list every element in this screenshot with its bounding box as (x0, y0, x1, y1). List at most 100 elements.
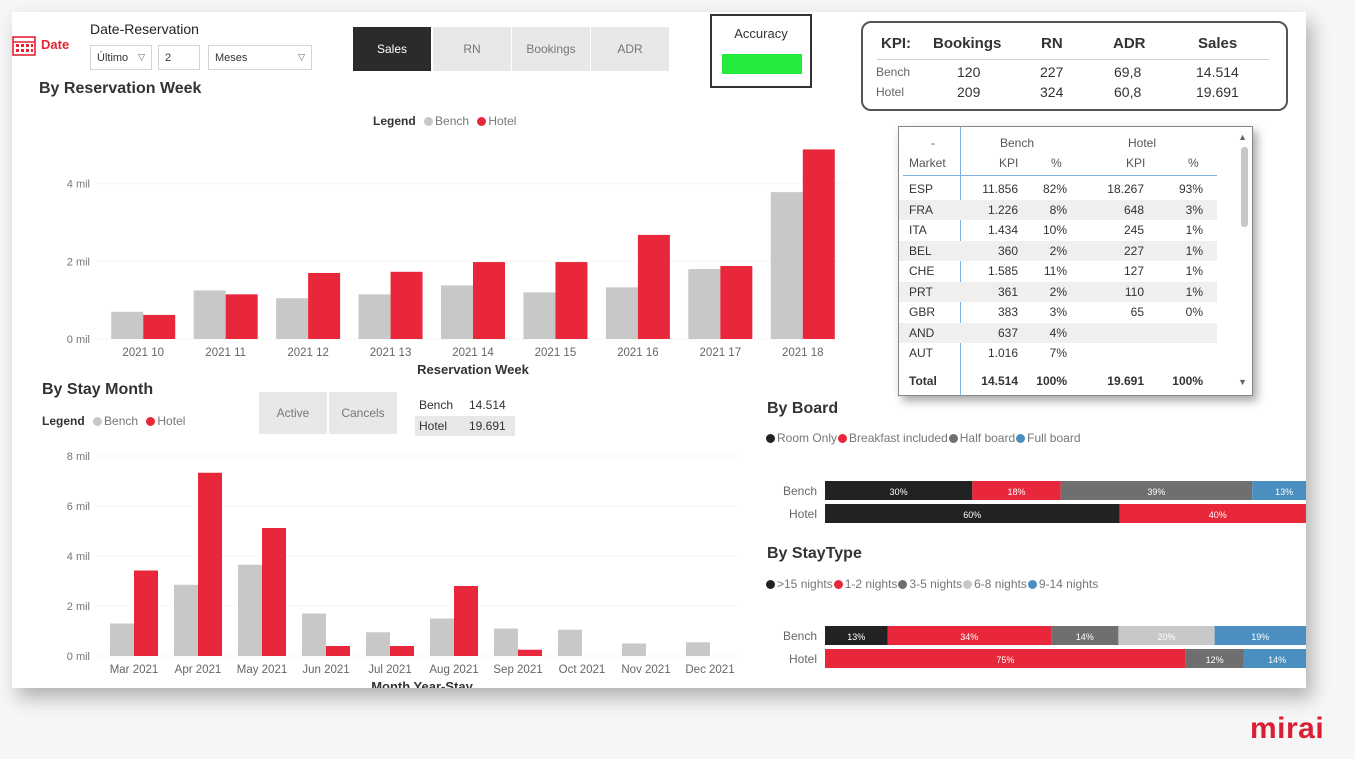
kpi-hotel-rn: 324 (1040, 84, 1064, 100)
period-unit-select[interactable]: Meses ▽ (208, 45, 312, 70)
bench-bar (523, 292, 556, 339)
date-label[interactable]: Date (41, 37, 70, 52)
table-row[interactable]: ITA 1.434 10% 245 1% (899, 220, 1217, 240)
bench-bar (430, 618, 454, 656)
stacked-segment (1243, 649, 1306, 668)
market-cell-hotel-pct: 1% (1185, 264, 1203, 278)
tab-rn[interactable]: RN (433, 27, 511, 71)
x-axis-title: Month Year-Stay (371, 679, 473, 688)
market-cell-hotel-kpi: 19.691 (1107, 374, 1144, 388)
legend-label: 1-2 nights (844, 577, 898, 591)
bench-bar (111, 311, 144, 339)
market-cell-hotel-pct: 1% (1185, 243, 1203, 258)
kpi-row-label: Hotel (876, 85, 905, 99)
legend-hotel-label: Hotel (157, 414, 186, 428)
tab-adr[interactable]: ADR (591, 27, 669, 71)
reservation-week-chart: 0 mil 2 mil 4 mil 2021 10 2021 11 2021 12 2021… (67, 149, 844, 377)
stacked-segment (1119, 504, 1306, 523)
legend-dot (948, 434, 958, 443)
table-row[interactable]: AND 637 4% (899, 322, 1217, 343)
hotel-bar (720, 265, 753, 339)
table-row[interactable]: FRA 1.226 8% 648 3% (899, 199, 1217, 220)
market-cell-hotel-kpi: 648 (1123, 202, 1144, 217)
legend-dot (963, 580, 973, 589)
market-table-header-divider (903, 175, 1217, 176)
stay-total-value: 19.691 (469, 419, 506, 433)
market-cell-market: ITA (909, 223, 927, 237)
market-cell-hotel-kpi: 65 (1130, 305, 1144, 319)
scroll-down-icon[interactable]: ▼ (1238, 377, 1247, 387)
accuracy-card: Accuracy (710, 14, 812, 88)
hotel-bar (326, 646, 350, 656)
data-label: 75% (996, 655, 1014, 665)
tab-bookings[interactable]: Bookings (512, 27, 590, 71)
data-label: 18% (1007, 487, 1025, 497)
market-cell-bench-kpi: 14.514 (981, 374, 1018, 388)
hotel-bar (802, 149, 835, 339)
kpi-row-label: Bench (876, 65, 911, 79)
active-button[interactable]: Active (259, 392, 327, 434)
legend-label: Half board (959, 431, 1016, 445)
hotel-bar (143, 314, 176, 339)
y-tick-label: 8 mil (67, 451, 90, 463)
x-tick-label: 2021 16 (617, 347, 659, 359)
chevron-down-icon: ▽ (298, 52, 305, 62)
table-row[interactable]: PRT 361 2% 110 1% (899, 281, 1217, 302)
legend-dot (1016, 434, 1026, 443)
table-row[interactable]: ESP 11.856 82% 18.267 93% (899, 179, 1217, 199)
x-tick-label: 2021 18 (782, 347, 824, 359)
market-cell-hotel-pct: 3% (1185, 202, 1203, 217)
stacked-segment (825, 481, 973, 500)
market-cell-market: BEL (909, 243, 932, 258)
market-table-col-bench-kpi: KPI (999, 156, 1019, 170)
legend-bench-dot (93, 417, 103, 426)
table-total-row[interactable]: Total 14.514 100% 19.691 100% (899, 371, 1217, 391)
table-row[interactable]: CHE 1.585 11% 127 1% (899, 261, 1217, 281)
stay-month-title: By Stay Month (42, 381, 154, 398)
table-row[interactable]: BEL 360 2% 227 1% (899, 240, 1217, 261)
y-tick-label: 0 mil (67, 334, 90, 346)
y-tick-label: 2 mil (67, 256, 90, 268)
bench-bar (110, 623, 134, 656)
hotel-bar (390, 646, 414, 656)
legend-title: Legend (373, 114, 416, 128)
market-cell-bench-pct: 2% (1049, 284, 1067, 299)
market-table-corner: - (931, 136, 935, 150)
stacked-segment (1185, 649, 1244, 668)
dashboard-canvas: Date Date-Reservation Último ▽ 2 Meses ▽… (12, 12, 1306, 688)
y-tick-label: 4 mil (67, 179, 90, 191)
stay-total-value: 14.514 (469, 398, 506, 412)
tab-sales[interactable]: Sales (353, 27, 431, 71)
x-tick-label: 2021 10 (122, 347, 164, 359)
period-select[interactable]: Último ▽ (90, 45, 152, 70)
calendar-icon (12, 36, 36, 56)
y-tick-label: 0 mil (67, 651, 90, 663)
category-label: Bench (783, 629, 817, 643)
market-table-col-bench-pct: % (1051, 156, 1062, 170)
hotel-bar (518, 649, 542, 656)
market-cell-market: Total (909, 374, 937, 388)
x-tick-label: May 2021 (237, 664, 288, 676)
period-count-input[interactable]: 2 (158, 45, 200, 70)
stay-total-hotel: Hotel 19.691 (415, 416, 515, 436)
x-tick-label: Apr 2021 (175, 664, 222, 676)
legend-title: Legend (42, 414, 85, 428)
market-cell-bench-pct: 11% (1043, 264, 1067, 278)
scroll-up-icon[interactable]: ▲ (1238, 132, 1247, 142)
y-tick-label: 6 mil (67, 501, 90, 513)
table-row[interactable]: GBR 383 3% 65 0% (899, 302, 1217, 322)
market-cell-market: AUT (909, 346, 933, 360)
x-tick-label: 2021 13 (370, 347, 412, 359)
hotel-bar (225, 294, 258, 339)
table-row[interactable]: AUT 1.016 7% (899, 343, 1217, 363)
y-tick-label: 2 mil (67, 601, 90, 613)
data-label: 14% (1268, 655, 1286, 665)
data-label: 14% (1076, 632, 1094, 642)
bench-bar (688, 269, 721, 339)
data-label: 60% (963, 510, 981, 520)
cancels-button[interactable]: Cancels (329, 392, 397, 434)
market-table-scrollbar[interactable] (1241, 147, 1248, 227)
bench-bar (622, 643, 646, 656)
market-cell-market: GBR (909, 305, 936, 319)
legend-label: 6-8 nights (974, 577, 1027, 591)
